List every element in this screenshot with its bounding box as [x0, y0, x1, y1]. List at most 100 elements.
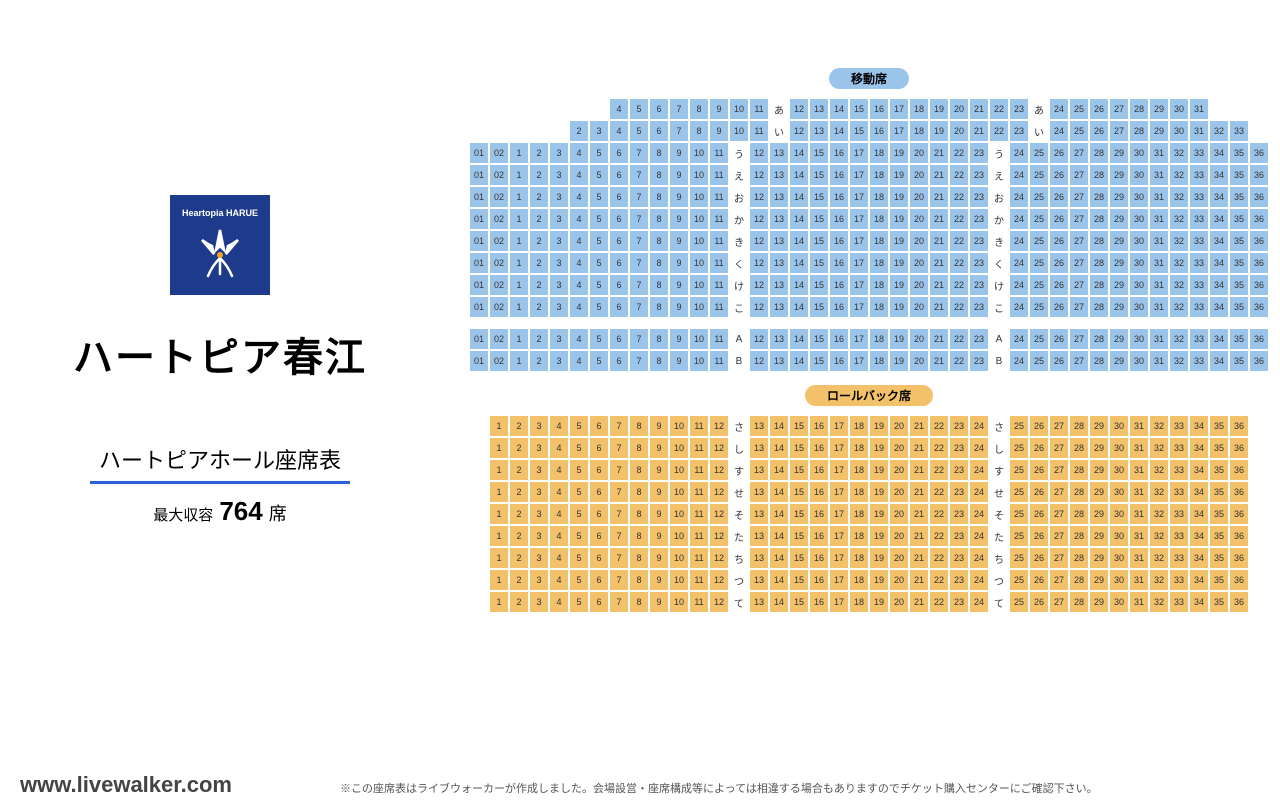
- seat: 34: [1210, 253, 1228, 273]
- seat: 02: [490, 165, 508, 185]
- seat: 21: [930, 253, 948, 273]
- seat: 12: [750, 143, 768, 163]
- seat: 9: [650, 592, 668, 612]
- seat: 33: [1170, 482, 1188, 502]
- seat: 33: [1190, 187, 1208, 207]
- seat: 11: [710, 165, 728, 185]
- seat: 19: [890, 209, 908, 229]
- seat: 8: [630, 504, 648, 524]
- seat: 8: [650, 165, 668, 185]
- spacer: [550, 121, 568, 141]
- seat: 25: [1030, 253, 1048, 273]
- seat: 22: [950, 187, 968, 207]
- seat: 8: [650, 329, 668, 349]
- seat: 8: [650, 351, 668, 371]
- seat: 12: [750, 275, 768, 295]
- seat: 7: [610, 438, 628, 458]
- row-label: さ: [730, 416, 748, 436]
- seat: 16: [810, 460, 828, 480]
- seat: 4: [570, 231, 588, 251]
- seat: 02: [490, 143, 508, 163]
- seat: 10: [670, 526, 688, 546]
- capacity-label: 最大収容: [153, 504, 213, 525]
- seat: 3: [550, 275, 568, 295]
- seat: 21: [930, 165, 948, 185]
- row-label: け: [990, 275, 1008, 295]
- seat: 29: [1110, 187, 1128, 207]
- seat: 27: [1070, 165, 1088, 185]
- seat: 20: [910, 187, 928, 207]
- seat: 26: [1090, 99, 1108, 119]
- seat: 2: [530, 275, 548, 295]
- seat: 24: [970, 482, 988, 502]
- seat: 23: [970, 329, 988, 349]
- seat: 34: [1210, 231, 1228, 251]
- seat: 2: [510, 438, 528, 458]
- seat: 14: [790, 329, 808, 349]
- seat: 11: [690, 482, 708, 502]
- row-label: く: [730, 253, 748, 273]
- seat: 20: [910, 297, 928, 317]
- seat: 14: [790, 231, 808, 251]
- seat: 35: [1230, 231, 1248, 251]
- seat: 25: [1010, 570, 1028, 590]
- venue-name: ハートピア春江: [73, 325, 367, 383]
- seat: 28: [1090, 297, 1108, 317]
- seat: 16: [830, 143, 848, 163]
- seat: 10: [670, 438, 688, 458]
- seat-row: 01021234567891011A1213141516171819202122…: [470, 329, 1268, 349]
- seat: 14: [790, 275, 808, 295]
- seat: 31: [1130, 592, 1148, 612]
- seat-row: 123456789101112す131415161718192021222324…: [470, 460, 1268, 480]
- seat: 9: [670, 143, 688, 163]
- seat: 7: [610, 482, 628, 502]
- seat: 33: [1190, 165, 1208, 185]
- seat: 24: [1010, 351, 1028, 371]
- seat: 14: [790, 143, 808, 163]
- seat: 14: [830, 121, 848, 141]
- seat: 31: [1130, 526, 1148, 546]
- seat: 6: [610, 165, 628, 185]
- seat: 6: [590, 570, 608, 590]
- seat: 25: [1010, 526, 1028, 546]
- seat: 10: [690, 351, 708, 371]
- seat: 4: [570, 275, 588, 295]
- row-label: て: [990, 592, 1008, 612]
- seat: 10: [670, 592, 688, 612]
- seat: 26: [1030, 526, 1048, 546]
- seat: 13: [750, 482, 768, 502]
- seat: 28: [1090, 143, 1108, 163]
- seat: 20: [890, 482, 908, 502]
- seat: 23: [950, 438, 968, 458]
- seat: 4: [570, 165, 588, 185]
- seat: 18: [870, 297, 888, 317]
- row-label: え: [730, 165, 748, 185]
- seat: 33: [1190, 231, 1208, 251]
- seat: 27: [1110, 121, 1128, 141]
- seat: 11: [690, 548, 708, 568]
- spacer: [470, 548, 488, 568]
- seat: 7: [610, 504, 628, 524]
- seat: 23: [970, 143, 988, 163]
- seat: 18: [850, 592, 868, 612]
- seat: 19: [890, 351, 908, 371]
- row-label: く: [990, 253, 1008, 273]
- seat: 30: [1110, 592, 1128, 612]
- seat: 15: [790, 438, 808, 458]
- seat: 32: [1150, 592, 1168, 612]
- spacer: [470, 526, 488, 546]
- seat: 31: [1150, 209, 1168, 229]
- seat: 3: [550, 297, 568, 317]
- seat: 35: [1210, 482, 1228, 502]
- seat: 21: [930, 297, 948, 317]
- seat: 31: [1150, 329, 1168, 349]
- seat: 10: [670, 570, 688, 590]
- seat: 10: [670, 482, 688, 502]
- seat: 18: [850, 570, 868, 590]
- seat: 01: [470, 253, 488, 273]
- seat: 28: [1070, 570, 1088, 590]
- seat: 13: [770, 275, 788, 295]
- seat: 9: [670, 351, 688, 371]
- seat: 22: [930, 416, 948, 436]
- seat: 20: [910, 329, 928, 349]
